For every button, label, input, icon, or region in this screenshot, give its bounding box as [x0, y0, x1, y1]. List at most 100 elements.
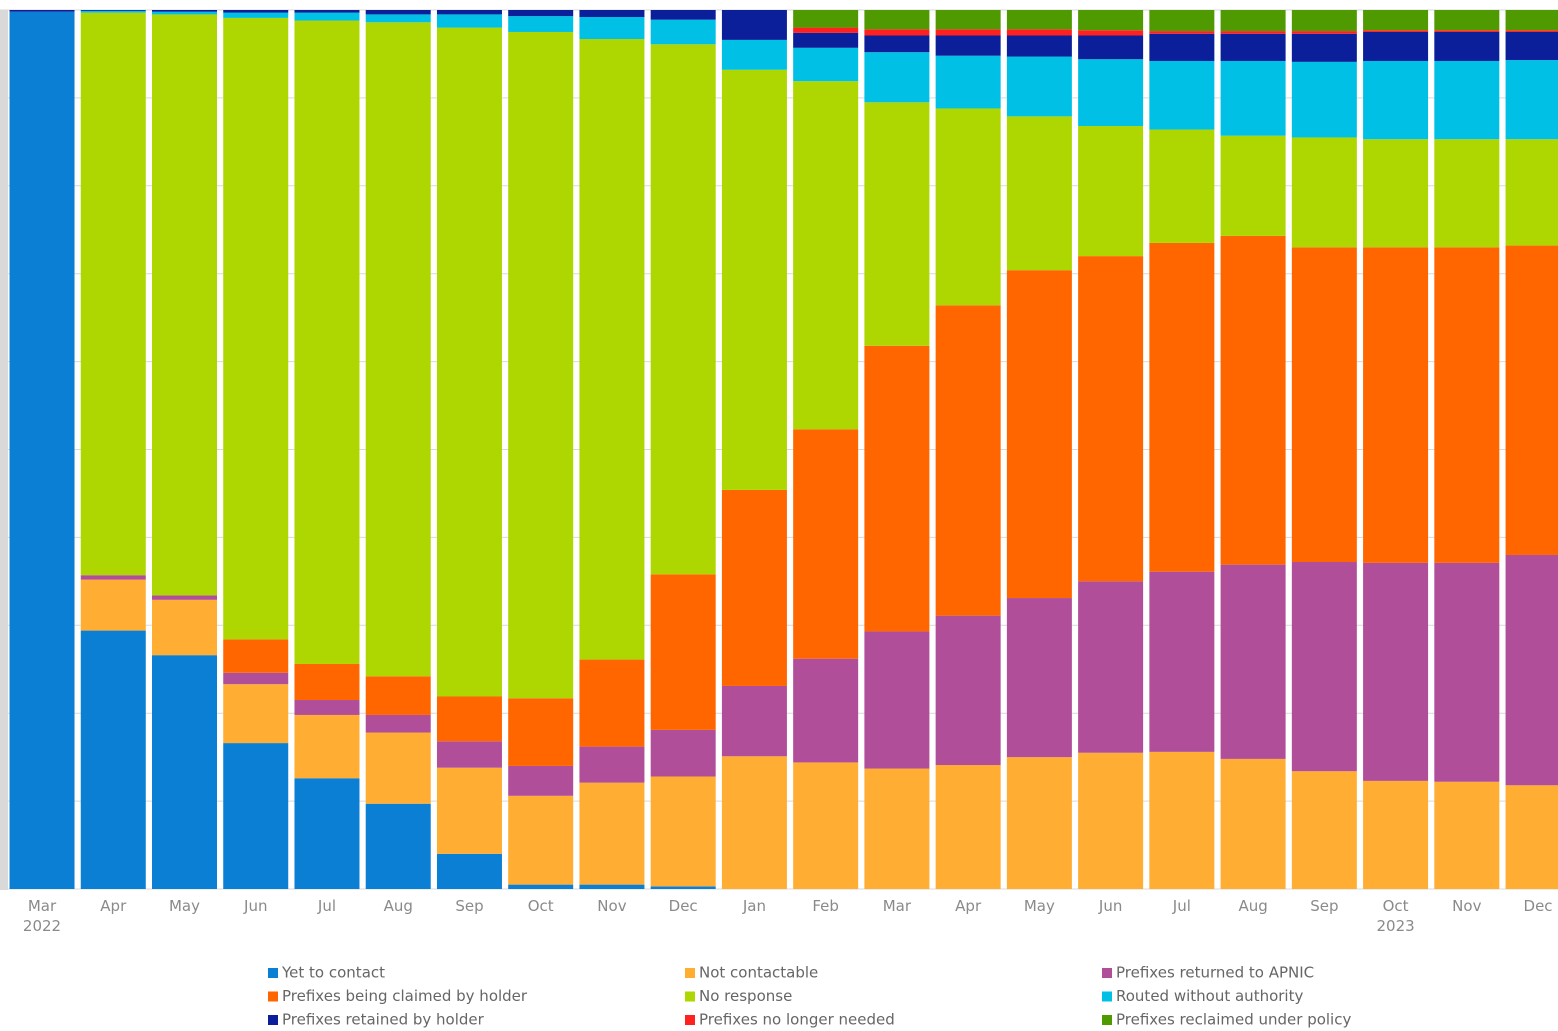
bar-segment	[223, 639, 289, 673]
bar-segment	[1078, 126, 1144, 257]
bar-segment	[365, 676, 431, 715]
bar-segment	[1434, 30, 1500, 32]
bar-segment	[935, 108, 1001, 306]
legend-swatch	[268, 968, 278, 978]
bar-segment	[579, 659, 645, 747]
bar-segment	[650, 729, 716, 777]
bar-segment	[1291, 137, 1357, 248]
bar-segment	[9, 10, 75, 12]
bar-segment	[935, 615, 1001, 766]
bar-segment	[1434, 60, 1500, 140]
bar-segment	[650, 886, 716, 889]
bar-segment	[223, 10, 289, 13]
bar-segment	[793, 32, 859, 48]
bar-segment	[864, 52, 930, 103]
bar-segment	[80, 630, 146, 889]
bar-segment	[1291, 61, 1357, 138]
bar-segment	[1363, 562, 1429, 781]
bar-segment	[80, 579, 146, 631]
bar-segment	[650, 19, 716, 45]
x-tick-label: May	[169, 897, 200, 915]
bar-segment	[935, 35, 1001, 56]
bar-segment	[152, 14, 217, 596]
bar-segment	[508, 884, 574, 889]
bar-segment	[864, 10, 930, 30]
bar-segment	[152, 599, 217, 656]
bar-segment	[436, 767, 502, 854]
bar-segment	[579, 782, 645, 885]
bar-segment	[436, 741, 502, 768]
bar-segment	[80, 12, 146, 576]
bar-segment	[1363, 60, 1429, 140]
bar-segment	[1505, 245, 1558, 555]
bar-segment	[1078, 752, 1144, 889]
bar-segment	[436, 696, 502, 742]
bar-segment	[1505, 785, 1558, 889]
bar-segment	[579, 17, 645, 40]
bar-segment	[1505, 139, 1558, 246]
bar-segment	[1291, 562, 1357, 772]
bar-segment	[864, 29, 930, 36]
bar-segment	[864, 35, 930, 53]
legend-label: Not contactable	[699, 964, 818, 982]
x-tick-label: May	[1024, 897, 1055, 915]
bar-segment	[1220, 758, 1286, 889]
bar-segment	[935, 10, 1001, 30]
x-tick-label: Nov	[1452, 897, 1481, 915]
bar-segment	[721, 69, 787, 490]
bar-segment	[721, 756, 787, 889]
bar-segment	[80, 10, 146, 13]
legend-label: Yet to contact	[281, 964, 385, 982]
bar-segment	[935, 55, 1001, 109]
bar-segment	[1078, 59, 1144, 127]
x-tick-label: Oct 2023	[1376, 897, 1414, 935]
x-tick-label: Apr	[100, 897, 127, 915]
bar-segment	[294, 700, 360, 715]
legend-swatch	[268, 1015, 278, 1025]
bar-segment	[294, 20, 360, 664]
bar-segment	[579, 746, 645, 783]
bar-segment	[1434, 31, 1500, 61]
bar-segment	[935, 765, 1001, 889]
bar-segment	[1006, 56, 1072, 117]
bar-segment	[1078, 10, 1144, 31]
bar-segment	[80, 10, 146, 11]
x-tick-label: Aug	[1238, 897, 1267, 915]
x-tick-label: Aug	[384, 897, 413, 915]
bar-segment	[223, 12, 289, 18]
bar-segment	[1434, 10, 1500, 31]
bar-segment	[1505, 60, 1558, 140]
x-tick-label: Sep	[455, 897, 483, 915]
bar-segment	[579, 884, 645, 889]
bar-segment	[1291, 247, 1357, 563]
bar-segment	[1434, 781, 1500, 889]
bar-segment	[365, 732, 431, 804]
bar-segment	[1006, 270, 1072, 599]
x-tick-label: Nov	[597, 897, 626, 915]
bar-segment	[1220, 10, 1286, 32]
bar-segment	[1505, 30, 1558, 32]
bar-segment	[1006, 10, 1072, 30]
x-tick-label: Mar	[883, 897, 912, 915]
bar-segment	[1291, 771, 1357, 889]
legend-label: Prefixes retained by holder	[282, 1011, 485, 1029]
bar-segment	[1220, 235, 1286, 565]
bar-segment	[1149, 33, 1215, 61]
bar-segment	[508, 31, 574, 699]
bar-segment	[1434, 562, 1500, 782]
bar-segment	[365, 22, 431, 677]
bar-segment	[793, 10, 859, 28]
bar-segment	[1220, 33, 1286, 61]
x-tick-label: Feb	[812, 897, 839, 915]
legend-label: Prefixes returned to APNIC	[1116, 964, 1314, 982]
bar-segment	[223, 672, 289, 685]
bar-segment	[436, 14, 502, 28]
bar-segment	[1149, 242, 1215, 572]
bar-segment	[223, 17, 289, 640]
bar-segment	[508, 698, 574, 766]
x-tick-label: Jun	[243, 897, 267, 915]
bar-segment	[1006, 29, 1072, 36]
bar-segment	[721, 10, 787, 40]
bar-segment	[365, 10, 431, 15]
bar-segment	[1078, 256, 1144, 582]
